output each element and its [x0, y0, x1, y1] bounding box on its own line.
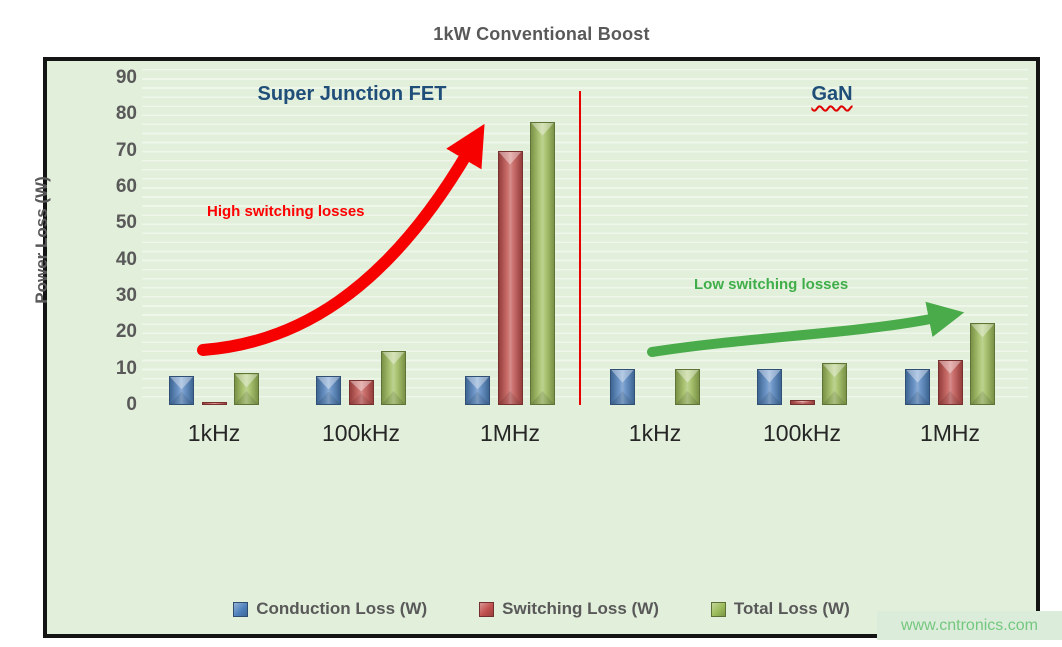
bar-total-loss-w-1khz-g0: [234, 373, 259, 405]
legend-swatch-total-loss-w: [710, 601, 726, 617]
bar-conduction-loss-w-1khz-g0: [169, 375, 194, 405]
bar-total-loss-w-100khz-g1: [381, 350, 406, 405]
y-tick-label: 80: [115, 103, 137, 125]
legend-swatch-switching-loss-w: [479, 601, 495, 617]
legend-swatch-conduction-loss-w: [233, 601, 249, 617]
y-tick-label: 40: [115, 248, 137, 270]
bar-switching-loss-w-1khz-g0: [201, 402, 227, 405]
chart-title: 1kW Conventional Boost: [433, 24, 650, 44]
bar-total-loss-w-1mhz-g2: [530, 121, 555, 405]
legend: Conduction Loss (W) Switching Loss (W) Tot…: [43, 599, 1040, 619]
y-tick-label: 90: [115, 67, 137, 88]
bar-total-loss-w-1khz-g3: [675, 368, 700, 405]
bar-switching-loss-w-100khz-g1: [348, 379, 374, 405]
x-tick-label: 1MHz: [479, 420, 541, 446]
legend-item: Total Loss (W): [710, 599, 850, 619]
x-tick-label: 100kHz: [322, 420, 400, 446]
x-tick-label: 1MHz: [919, 420, 981, 446]
y-tick-label: 20: [115, 321, 137, 343]
plot-area: [142, 62, 1028, 405]
legend-item: Switching Loss (W): [479, 599, 659, 619]
y-tick-label: 0: [126, 394, 137, 415]
bar-switching-loss-w-1mhz-g2: [497, 150, 523, 405]
bar-conduction-loss-w-100khz-g1: [316, 375, 341, 405]
bar-switching-loss-w-1mhz-g5: [937, 359, 963, 405]
x-tick-label: 100kHz: [763, 420, 841, 446]
y-axis-title: Power Loss (W): [32, 176, 51, 304]
y-tick-label: 30: [115, 285, 137, 306]
bar-total-loss-w-1mhz-g5: [970, 323, 995, 405]
y-tick-label: 10: [115, 357, 137, 379]
bar-switching-loss-w-100khz-g4: [789, 399, 815, 405]
annotation-low-switching-losses: Low switching losses: [694, 276, 849, 293]
annotation-high-switching-losses: High switching losses: [207, 203, 365, 220]
legend-label: Switching Loss (W): [502, 599, 659, 618]
bar-conduction-loss-w-1khz-g3: [610, 368, 635, 405]
section-label-super-junction-fet: Super Junction FET: [257, 83, 447, 105]
legend-item: Conduction Loss (W): [233, 599, 427, 619]
legend-label: Conduction Loss (W): [256, 599, 428, 618]
y-tick-label: 60: [115, 176, 137, 197]
x-tick-label: 1kHz: [628, 420, 682, 446]
bar-total-loss-w-100khz-g4: [822, 363, 847, 405]
section-divider-line: [579, 91, 581, 405]
legend-label: Total Loss (W): [733, 599, 850, 618]
section-label-gan: GaN: [811, 83, 853, 105]
x-tick-label: 1kHz: [187, 420, 241, 446]
y-tick-label: 70: [115, 139, 137, 161]
bar-conduction-loss-w-1mhz-g5: [905, 368, 930, 405]
bar-conduction-loss-w-100khz-g4: [757, 368, 782, 405]
watermark: www.cntronics.com: [877, 611, 1062, 640]
bar-conduction-loss-w-1mhz-g2: [465, 375, 490, 405]
y-tick-label: 50: [115, 212, 137, 234]
